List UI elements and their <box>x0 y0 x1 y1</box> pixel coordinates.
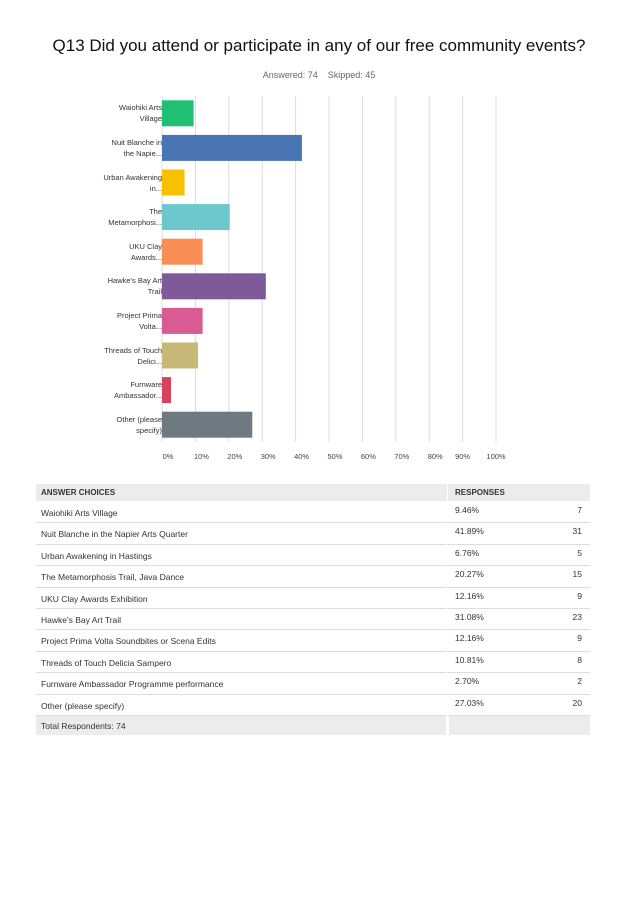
total-bg <box>36 716 446 735</box>
row-divider <box>36 565 590 567</box>
skipped: Skipped: 45 <box>327 70 376 80</box>
y-tick-label: Nuit Blanche in the Napie... <box>111 137 162 158</box>
percent: 6.76% <box>455 547 480 558</box>
count: 8 <box>577 654 582 665</box>
header-responses: RESPONSES <box>455 488 505 497</box>
y-tick-label: UKU Clay Awards... <box>129 241 162 262</box>
count: 7 <box>577 505 582 515</box>
y-tick-label: Project Prima Volta... <box>116 310 162 331</box>
y-tick-label: Threads of Touch Delici... <box>104 345 162 366</box>
y-tick-label: Furnware Ambassador... <box>114 380 162 401</box>
choice: Threads of Touch Delicia Sampero <box>41 657 172 668</box>
row-divider <box>36 693 590 695</box>
x-tick-label: 70% <box>394 452 409 461</box>
choice: UKU Clay Awards Exhibition <box>41 593 148 604</box>
percent: 12.16% <box>455 590 484 601</box>
y-tick-label: Waiohiki Arts Village <box>118 103 162 124</box>
percent: 31.08% <box>455 612 484 622</box>
row-divider <box>36 715 590 716</box>
x-tick-label: 30% <box>261 452 276 461</box>
choice: Project Prima Volta Soundbites or Scena … <box>41 636 216 647</box>
table-header-bg <box>36 484 590 501</box>
row-divider <box>36 608 590 609</box>
y-tick-label: Hawke's Bay Art Trail <box>107 276 162 297</box>
count: 20 <box>572 697 582 708</box>
row-divider <box>36 650 590 652</box>
count: 23 <box>572 612 582 622</box>
x-tick-label: 60% <box>361 452 376 461</box>
count: 9 <box>577 633 582 644</box>
col-divider <box>447 484 448 735</box>
count: 5 <box>577 547 582 558</box>
header-choices: ANSWER CHOICES <box>41 488 116 497</box>
question-title: Q13 Did you attend or participate in any… <box>52 36 586 55</box>
count: 2 <box>577 676 582 687</box>
count: 15 <box>572 569 582 580</box>
x-tick-label: 100% <box>486 452 506 461</box>
choice: Urban Awakening in Hastings <box>41 550 152 561</box>
bar <box>162 204 230 231</box>
x-tick-label: 40% <box>294 452 309 461</box>
percent: 41.89% <box>455 526 484 537</box>
bar <box>162 411 253 438</box>
row-divider <box>36 543 590 545</box>
total-respondents: Total Respondents: 74 <box>41 721 126 731</box>
count: 9 <box>577 590 582 601</box>
bar <box>162 169 185 196</box>
y-tick-label: The Metamorphosi... <box>108 207 162 228</box>
percent: 9.46% <box>455 505 480 515</box>
row-divider <box>36 586 590 588</box>
response-table: ANSWER CHOICES RESPONSES Waiohiki Arts Vil… <box>36 484 590 736</box>
x-tick-label: 0% <box>163 452 174 461</box>
choice: Hawke's Bay Art Trail <box>41 615 122 625</box>
x-tick-label: 90% <box>455 452 470 461</box>
percent: 2.70% <box>455 676 480 687</box>
total-bg <box>449 716 590 735</box>
count: 31 <box>572 526 582 537</box>
choice: Furnware Ambassador Programme performanc… <box>41 679 224 690</box>
bar <box>162 238 203 265</box>
percent: 10.81% <box>455 654 484 665</box>
bar <box>162 342 199 369</box>
y-tick-label: Other (please specify) <box>116 414 162 435</box>
x-tick-label: 80% <box>428 452 443 461</box>
choice: Waiohiki Arts Village <box>41 508 118 518</box>
percent: 20.27% <box>455 569 484 580</box>
x-tick-label: 50% <box>327 452 342 461</box>
row-divider <box>36 522 590 524</box>
x-tick-label: 20% <box>227 452 242 461</box>
choice: Nuit Blanche in the Napier Arts Quarter <box>41 529 188 540</box>
answered: Answered: 74 <box>262 70 318 80</box>
x-tick-label: 10% <box>194 452 209 461</box>
percent: 27.03% <box>455 697 484 708</box>
choice: The Metamorphosis Trail, Java Dance <box>41 572 185 583</box>
chart: 0% 10% 20% 30% 40% 50% 60% 70% 80% 90% 100% <box>161 96 506 461</box>
bar <box>162 307 203 334</box>
response-meta: Answered: 74 Skipped: 45 <box>0 70 638 80</box>
y-tick-label: Urban Awakening in... <box>103 172 162 193</box>
bar <box>162 377 172 404</box>
bar <box>162 100 194 127</box>
row-divider <box>36 629 590 631</box>
choice: Other (please specify) <box>41 700 125 711</box>
bar <box>162 134 302 161</box>
percent: 12.16% <box>455 633 484 644</box>
row-divider <box>36 672 590 674</box>
bar <box>162 273 266 300</box>
